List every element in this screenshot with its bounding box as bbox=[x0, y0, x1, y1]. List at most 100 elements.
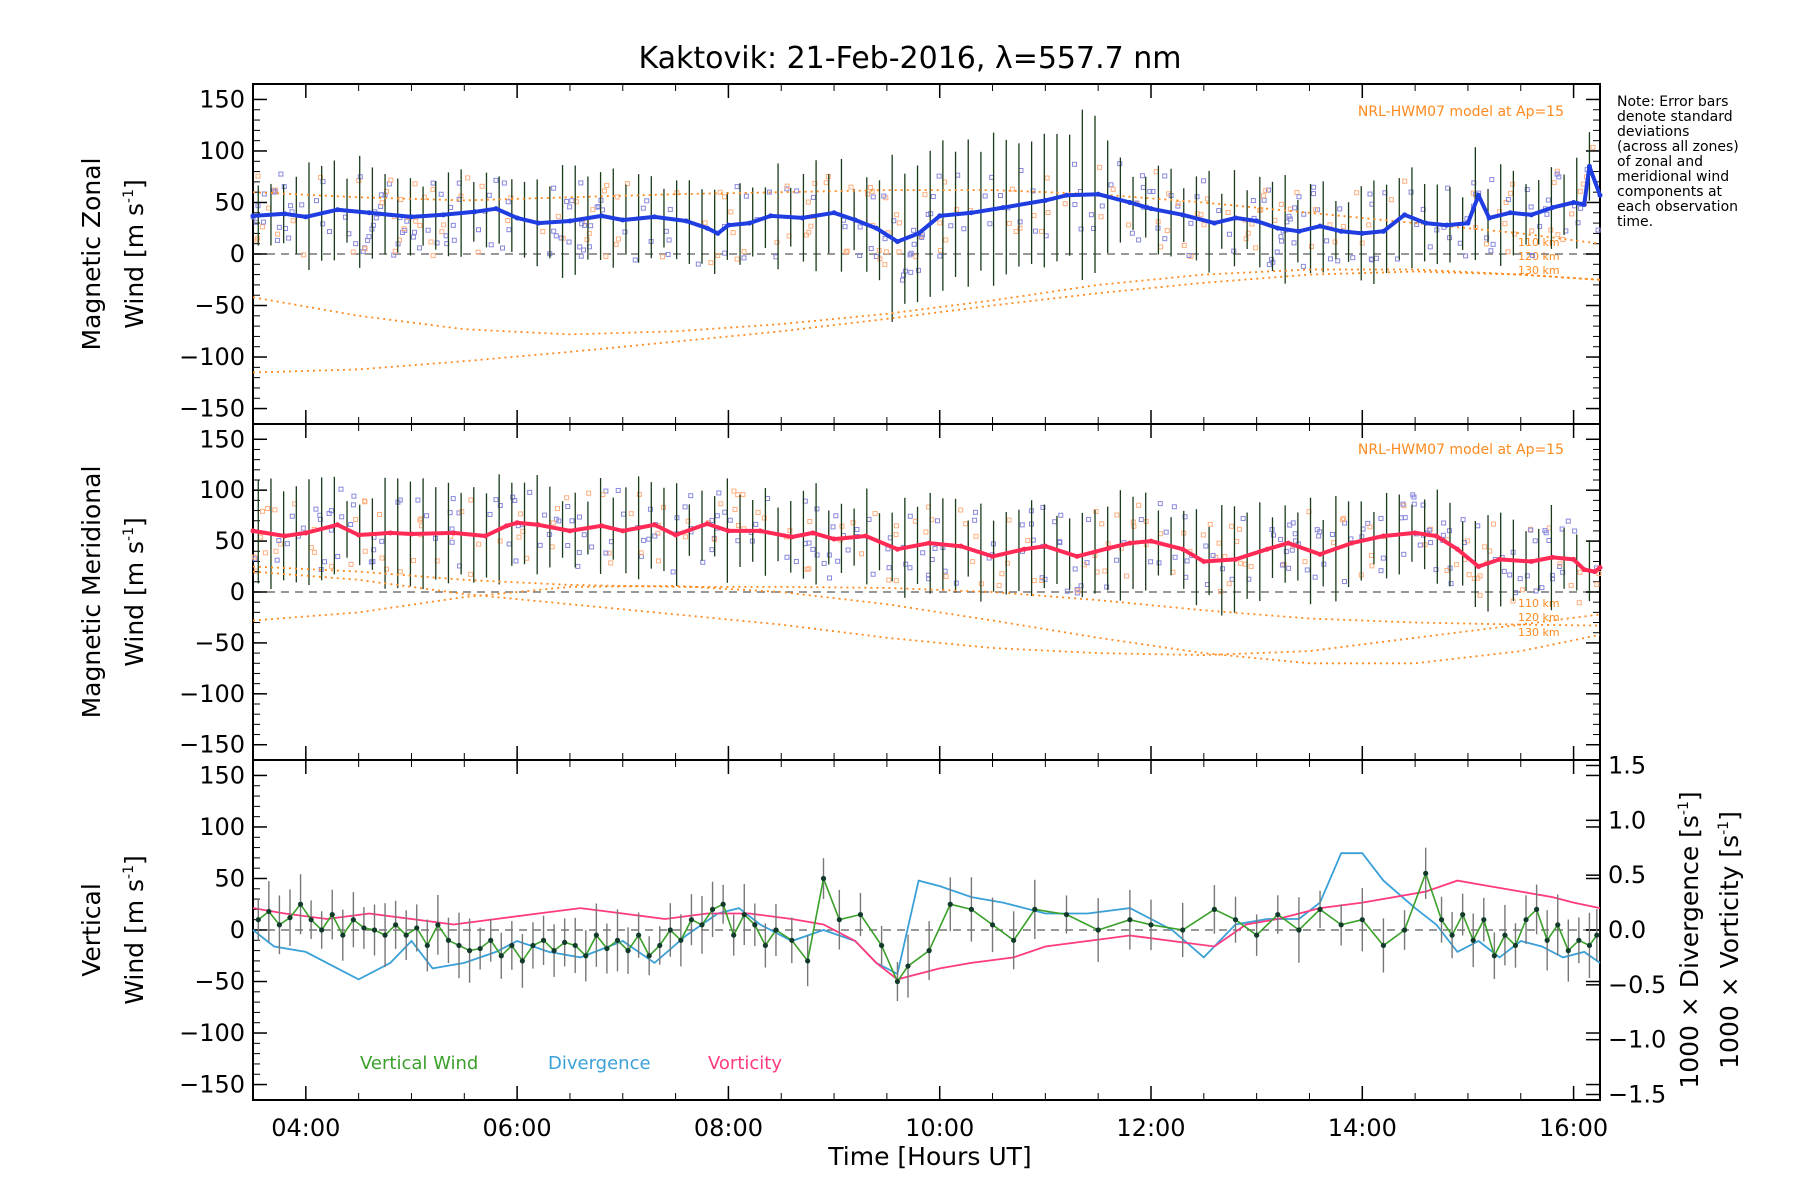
data-point bbox=[1523, 917, 1529, 923]
scatter-point bbox=[1491, 521, 1497, 527]
data-point bbox=[625, 948, 631, 954]
scatter-point bbox=[273, 548, 279, 554]
data-point bbox=[1317, 223, 1323, 229]
scatter-point bbox=[362, 499, 368, 505]
y-tick-label: −100 bbox=[179, 680, 245, 708]
scatter-point bbox=[638, 553, 644, 559]
right-tick-label: −1.0 bbox=[1608, 1026, 1666, 1054]
scatter-point bbox=[961, 226, 967, 232]
data-point bbox=[926, 948, 932, 954]
scatter-point bbox=[278, 171, 284, 177]
y-tick-label: 150 bbox=[199, 425, 245, 453]
data-point bbox=[773, 927, 779, 933]
scatter-point bbox=[972, 509, 978, 515]
scatter-point bbox=[438, 191, 444, 197]
right-axis-vorticity-label: 1000 × Vorticity [s-1] bbox=[1715, 811, 1744, 1069]
scatter-point bbox=[274, 237, 280, 243]
data-point bbox=[810, 530, 816, 536]
data-point bbox=[1460, 911, 1466, 918]
scatter-point bbox=[476, 541, 482, 547]
data-point bbox=[456, 942, 462, 949]
y-tick-label: −150 bbox=[179, 731, 245, 759]
data-point bbox=[562, 939, 568, 945]
scatter-point bbox=[896, 249, 902, 255]
scatter-point bbox=[1537, 223, 1543, 229]
data-point bbox=[1317, 906, 1323, 912]
scatter-point bbox=[417, 517, 423, 523]
scatter-point bbox=[1532, 538, 1538, 544]
data-point bbox=[551, 948, 557, 954]
y-tick-label: 0 bbox=[230, 240, 245, 268]
scatter-point bbox=[501, 180, 507, 186]
scatter-point bbox=[1229, 523, 1235, 529]
scatter-point bbox=[259, 508, 265, 514]
scatter-point bbox=[1150, 188, 1156, 194]
scatter-point bbox=[908, 269, 914, 275]
y-tick-label: 50 bbox=[214, 188, 245, 216]
data-point bbox=[1127, 917, 1133, 923]
scatter-point bbox=[903, 561, 909, 567]
scatter-point bbox=[493, 497, 499, 503]
data-point bbox=[1254, 932, 1260, 938]
scatter-point bbox=[814, 552, 820, 558]
scatter-point bbox=[857, 224, 863, 230]
data-point bbox=[1180, 927, 1186, 933]
data-point bbox=[1264, 546, 1270, 552]
right-tick-label: −1.5 bbox=[1608, 1081, 1666, 1109]
scatter-point bbox=[1427, 244, 1433, 250]
y-tick-label: 150 bbox=[199, 85, 245, 113]
data-point bbox=[636, 932, 642, 938]
scatter-point bbox=[1577, 569, 1583, 575]
scatter-point bbox=[1378, 568, 1384, 574]
scatter-point bbox=[1555, 232, 1561, 238]
data-point bbox=[509, 942, 515, 949]
y-tick-label: −100 bbox=[179, 1019, 245, 1047]
scatter-point bbox=[1216, 540, 1222, 546]
scatter-point bbox=[652, 533, 658, 539]
scatter-point bbox=[1524, 187, 1530, 193]
note-line: meridional wind bbox=[1617, 169, 1729, 185]
scatter-point bbox=[784, 183, 790, 189]
data-point bbox=[673, 532, 679, 538]
scatter-point bbox=[854, 526, 860, 532]
data-point bbox=[308, 917, 314, 923]
scatter-point bbox=[936, 173, 942, 179]
data-point bbox=[757, 528, 763, 534]
scatter-point bbox=[869, 188, 875, 194]
scatter-point bbox=[1533, 588, 1539, 594]
panel-vertical-ylabel-line2: Wind [m s-1] bbox=[120, 855, 149, 1005]
scatter-point bbox=[1568, 582, 1574, 588]
data-point bbox=[1481, 917, 1487, 923]
scatter-point bbox=[542, 512, 548, 518]
scatter-point bbox=[1064, 588, 1070, 594]
scatter-point bbox=[1172, 554, 1178, 560]
scatter-point bbox=[1163, 529, 1169, 535]
data-point bbox=[1317, 551, 1323, 557]
scatter-point bbox=[1201, 178, 1207, 184]
data-point bbox=[667, 927, 673, 933]
data-point bbox=[1211, 220, 1217, 226]
scatter-point bbox=[451, 237, 457, 243]
y-tick-label: −150 bbox=[179, 395, 245, 423]
scatter-point bbox=[833, 513, 839, 519]
data-point bbox=[1412, 530, 1418, 536]
scatter-point bbox=[1164, 228, 1170, 234]
data-point bbox=[276, 922, 283, 928]
scatter-point bbox=[1565, 518, 1571, 524]
data-point bbox=[651, 522, 657, 528]
scatter-point bbox=[1488, 248, 1494, 254]
scatter-point bbox=[1266, 262, 1272, 268]
scatter-point bbox=[708, 260, 714, 266]
scatter-point bbox=[830, 524, 836, 530]
scatter-point bbox=[666, 237, 672, 243]
scatter-point bbox=[556, 518, 562, 524]
scatter-point bbox=[450, 222, 456, 228]
data-point bbox=[926, 540, 932, 546]
scatter-point bbox=[827, 575, 833, 581]
scatter-point bbox=[1290, 520, 1296, 526]
scatter-point bbox=[377, 511, 383, 517]
scatter-point bbox=[1524, 573, 1530, 579]
scatter-point bbox=[1417, 542, 1423, 548]
scatter-point bbox=[565, 543, 571, 549]
